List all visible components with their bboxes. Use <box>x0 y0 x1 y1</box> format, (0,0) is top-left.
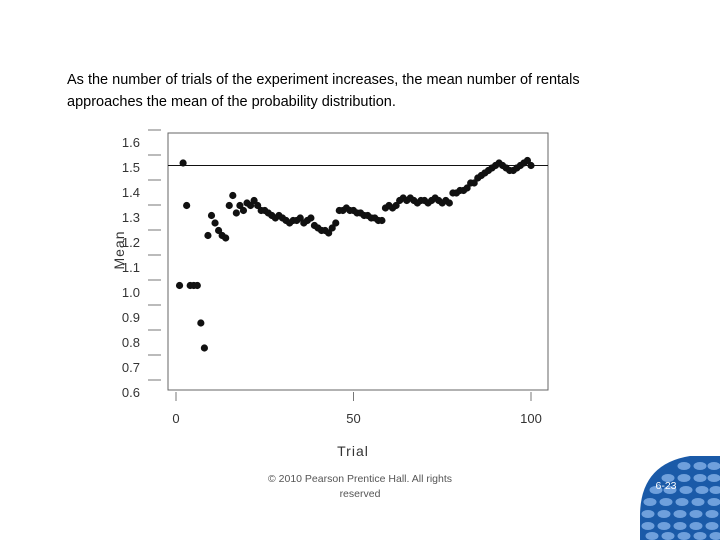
data-point <box>207 211 216 220</box>
logo-oval <box>643 498 657 506</box>
logo-oval <box>641 510 655 518</box>
logo-oval <box>659 498 673 506</box>
logo-oval <box>691 498 705 506</box>
data-point <box>232 209 240 217</box>
logo-oval <box>693 474 707 482</box>
logo-oval <box>709 532 720 540</box>
data-point <box>254 201 262 210</box>
data-point <box>527 161 535 170</box>
data-point <box>463 184 471 192</box>
page-number: 6-23 <box>655 480 677 492</box>
data-point <box>211 219 219 227</box>
x-tick-label: 50 <box>346 411 360 426</box>
data-point <box>328 224 336 232</box>
data-point <box>175 281 184 290</box>
x-tick-label: 100 <box>520 411 542 426</box>
logo-oval <box>649 486 663 494</box>
data-point <box>332 219 340 227</box>
copyright-footer: © 2010 Pearson Prentice Hall. All rights… <box>250 472 470 502</box>
data-point <box>378 216 386 225</box>
data-point <box>197 319 205 327</box>
logo-oval <box>695 486 709 494</box>
logo-oval <box>693 462 707 470</box>
y-tick-label: 1.4 <box>122 185 140 200</box>
logo-oval <box>677 474 691 482</box>
logo-oval <box>673 522 687 530</box>
logo-oval <box>645 532 659 540</box>
data-point <box>296 214 304 222</box>
logo-oval <box>693 532 707 540</box>
x-tick-label: 0 <box>172 411 179 426</box>
y-axis-label: Mean <box>111 230 127 269</box>
copyright-line-2: reserved <box>339 488 381 500</box>
data-point <box>325 229 333 237</box>
data-point <box>225 201 233 210</box>
logo-oval <box>675 498 689 506</box>
y-tick-label: 0.8 <box>122 335 140 350</box>
logo-oval <box>661 532 675 540</box>
y-tick-label: 1.0 <box>122 285 140 300</box>
logo-oval <box>707 462 720 470</box>
data-point <box>193 281 201 290</box>
caption-line-1: As the number of trials of the experimen… <box>67 72 580 88</box>
logo-oval <box>677 532 691 540</box>
y-tick-label: 0.7 <box>122 360 140 375</box>
data-point <box>392 201 400 210</box>
logo-oval <box>709 486 720 494</box>
data-point <box>179 159 187 167</box>
logo-oval <box>657 510 671 518</box>
y-tick-label: 1.6 <box>122 135 140 150</box>
logo-oval <box>661 474 675 482</box>
logo-oval <box>707 498 720 506</box>
logo-oval <box>663 486 677 494</box>
y-tick-label: 1.3 <box>122 210 140 225</box>
data-point <box>523 156 532 165</box>
logo-oval <box>689 510 703 518</box>
caption-line-2: approaches the mean of the probability d… <box>67 94 396 110</box>
data-point <box>229 191 237 200</box>
data-point <box>236 201 244 210</box>
data-point <box>250 196 258 205</box>
data-point <box>204 231 212 240</box>
logo-oval <box>705 510 719 518</box>
data-point <box>239 206 248 215</box>
logo-oval <box>705 522 719 530</box>
data-point <box>215 226 223 235</box>
logo-oval <box>689 522 703 530</box>
y-tick-label: 0.6 <box>122 385 140 400</box>
y-tick-label: 1.5 <box>122 160 140 175</box>
logo-oval <box>673 510 687 518</box>
mean-vs-trial-chart: 1.6 1.5 1.4 1.3 1.2 1.1 1.0 0.9 0.8 0.7 0.6 0 50 100 T… <box>111 129 549 459</box>
data-point <box>222 234 230 242</box>
x-axis-label: Trial <box>337 443 369 459</box>
y-tick-label: 0.9 <box>122 310 140 325</box>
data-point <box>307 214 315 222</box>
logo-oval <box>677 462 691 470</box>
logo-oval <box>679 486 693 494</box>
data-point <box>183 201 191 210</box>
logo-oval <box>707 474 720 482</box>
data-point <box>445 199 453 207</box>
pearson-logo-graphic <box>640 456 720 540</box>
logo-oval <box>657 522 671 530</box>
plot-frame <box>167 132 549 391</box>
data-point <box>246 201 255 210</box>
copyright-line-1: © 2010 Pearson Prentice Hall. All rights <box>268 473 452 485</box>
data-point <box>200 344 208 352</box>
caption: As the number of trials of the experimen… <box>67 69 687 113</box>
y-tick-label: 1.2 <box>122 235 140 250</box>
y-tick-label: 1.1 <box>122 260 140 275</box>
data-point <box>470 179 478 187</box>
logo-oval <box>641 522 655 530</box>
